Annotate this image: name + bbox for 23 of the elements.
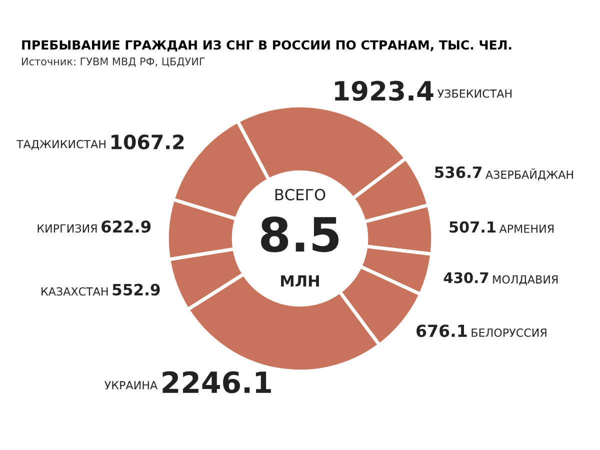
data-label: 622.9 bbox=[102, 220, 151, 233]
data-label: 536.7 bbox=[435, 166, 482, 178]
data-label: 1923.4 bbox=[335, 80, 434, 101]
slice-label: УЗБЕКИСТАН bbox=[438, 89, 512, 98]
chart-subtitle: Источник: ГУВМ МВД РФ, ЦБДУИГ bbox=[22, 58, 205, 67]
slice-label: ТАДЖИКИСТАН bbox=[16, 140, 106, 150]
slice-label: КИРГИЗИЯ bbox=[38, 224, 97, 233]
data-label: 2246.1 bbox=[162, 371, 271, 394]
data-label: 552.9 bbox=[112, 284, 160, 296]
text: МЛН bbox=[281, 275, 319, 287]
data-label: 507.1 bbox=[450, 221, 496, 233]
slice-label: КАЗАХСТАН bbox=[42, 287, 108, 296]
slice-label: МОЛДАВИЯ bbox=[493, 275, 558, 286]
slice-label: БЕЛОРУССИЯ bbox=[472, 328, 546, 337]
slice-label: УКРАИНА bbox=[104, 381, 158, 390]
slice-label: АЗЕРБАЙДЖАН bbox=[486, 168, 573, 180]
text: ВСЕГО bbox=[275, 188, 326, 200]
data-label: 430.7 bbox=[444, 272, 488, 284]
data-label: 1067.2 bbox=[112, 134, 184, 150]
text: 8.5 bbox=[261, 216, 339, 252]
chart-title: ПРЕБЫВАНИЕ ГРАЖДАН ИЗ СНГ В РОССИИ ПО СТРАНАМ, ТЫС. ЧЕЛ. bbox=[22, 40, 512, 52]
slice-label: АРМЕНИЯ bbox=[499, 224, 554, 233]
data-label: 676.1 bbox=[416, 324, 467, 338]
